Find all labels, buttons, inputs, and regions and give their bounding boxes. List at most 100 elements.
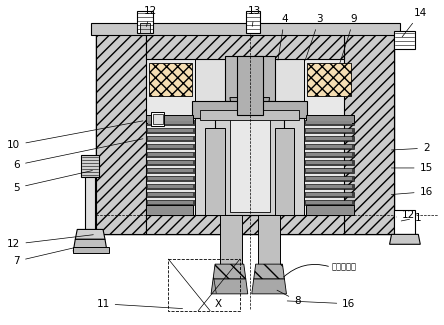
Text: 13: 13 (248, 6, 262, 26)
Bar (304, 128, 354, 133)
Bar (304, 152, 354, 157)
Bar (146, 184, 195, 189)
Polygon shape (344, 31, 393, 234)
Bar (258, 214, 280, 269)
Text: 5: 5 (13, 171, 92, 193)
Bar (85, 177, 95, 231)
Bar (306, 137, 352, 140)
Bar (215, 115, 285, 214)
Bar (306, 201, 352, 204)
Bar (306, 161, 352, 164)
Text: 15: 15 (391, 163, 433, 173)
Text: 9: 9 (340, 14, 357, 63)
Bar (306, 177, 352, 180)
Polygon shape (149, 63, 192, 96)
Bar (148, 145, 193, 148)
Text: 16: 16 (391, 187, 433, 197)
Bar (146, 144, 195, 149)
Polygon shape (213, 264, 246, 279)
Bar (393, 210, 415, 237)
Bar (306, 185, 352, 188)
Text: 4: 4 (278, 14, 288, 60)
Text: 12: 12 (7, 235, 93, 249)
Bar (237, 56, 263, 115)
Text: 7: 7 (13, 248, 74, 266)
Bar (146, 160, 195, 165)
Bar (306, 193, 352, 196)
Bar (146, 176, 195, 181)
Text: 3: 3 (305, 14, 322, 60)
Bar (306, 153, 352, 156)
Text: 11: 11 (96, 299, 182, 309)
Bar (81, 155, 99, 177)
Text: 牵引齒輪腔: 牵引齒輪腔 (332, 263, 357, 272)
Bar (96, 31, 393, 234)
Bar (304, 184, 354, 189)
Bar (393, 31, 415, 49)
Bar (306, 145, 352, 148)
Bar (146, 136, 195, 141)
Polygon shape (211, 279, 248, 294)
Text: 14: 14 (402, 8, 427, 37)
Polygon shape (252, 279, 286, 294)
Bar (91, 23, 400, 35)
Text: 16: 16 (287, 299, 356, 309)
Bar (137, 11, 153, 33)
Bar (200, 111, 299, 120)
Bar (148, 137, 193, 140)
Polygon shape (195, 59, 304, 100)
Polygon shape (146, 214, 344, 234)
Bar (146, 115, 193, 124)
Text: 10: 10 (7, 121, 143, 150)
Bar (146, 192, 195, 197)
Bar (246, 11, 260, 33)
Text: 12: 12 (396, 210, 415, 220)
Bar (153, 114, 163, 124)
Bar (220, 214, 242, 269)
Text: 2: 2 (391, 143, 429, 153)
Bar (304, 160, 354, 165)
Bar (304, 192, 354, 197)
Bar (306, 121, 352, 124)
Bar (168, 259, 240, 311)
Polygon shape (389, 234, 420, 244)
Bar (225, 56, 274, 100)
Polygon shape (75, 229, 105, 239)
Text: 12: 12 (144, 6, 157, 26)
Bar (148, 169, 193, 172)
Bar (148, 161, 193, 164)
Bar (148, 177, 193, 180)
Bar (148, 185, 193, 188)
Bar (304, 136, 354, 141)
Polygon shape (307, 63, 351, 96)
Bar (148, 121, 193, 124)
Polygon shape (96, 31, 146, 234)
Bar (146, 168, 195, 173)
Bar (146, 120, 195, 125)
Bar (148, 193, 193, 196)
Bar (146, 152, 195, 157)
Bar (304, 144, 354, 149)
Polygon shape (254, 264, 285, 279)
Polygon shape (146, 31, 344, 59)
Polygon shape (230, 98, 270, 111)
Bar (304, 200, 354, 205)
Text: 1: 1 (401, 213, 422, 223)
Bar (304, 120, 354, 125)
Bar (148, 201, 193, 204)
Bar (148, 153, 193, 156)
Bar (306, 169, 352, 172)
Bar (140, 23, 150, 33)
Bar (304, 168, 354, 173)
Bar (146, 128, 195, 133)
Polygon shape (146, 59, 195, 214)
Bar (306, 115, 354, 124)
Bar (146, 205, 193, 214)
Bar (306, 205, 354, 214)
Text: X: X (214, 277, 222, 309)
Bar (205, 128, 225, 214)
Bar (230, 118, 270, 212)
Polygon shape (304, 59, 344, 214)
Bar (192, 100, 307, 118)
Text: 6: 6 (13, 139, 143, 170)
